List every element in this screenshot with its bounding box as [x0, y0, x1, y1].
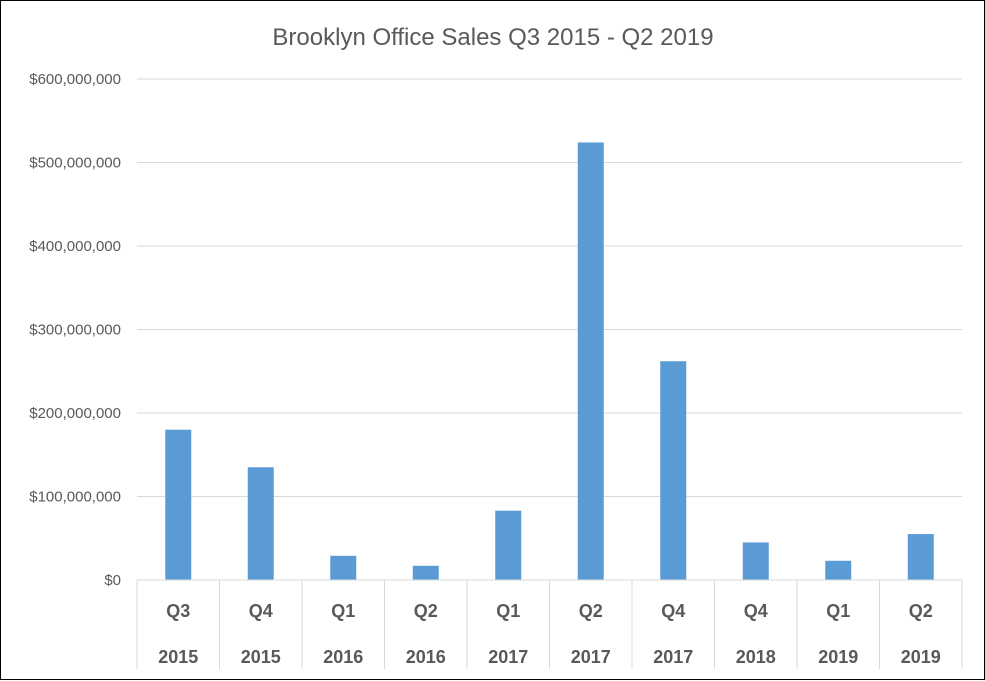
x-year-label: 2017: [488, 647, 528, 667]
x-year-label: 2015: [158, 647, 198, 667]
y-tick-label: $200,000,000: [29, 405, 121, 422]
bars: [165, 142, 934, 580]
bar: [577, 142, 604, 580]
y-tick-label: $600,000,000: [29, 71, 121, 88]
x-year-label: 2019: [818, 647, 858, 667]
x-quarter-label: Q2: [414, 601, 438, 621]
x-axis: Q3 2015 Q4 2015 Q1 2016 Q2 2016 Q1 2017 Q2 2017 Q4 20…: [136, 579, 963, 669]
bar: [412, 565, 439, 580]
x-year-label: 2017: [571, 647, 611, 667]
y-tick-label: $100,000,000: [29, 489, 121, 506]
x-quarter-label: Q3: [166, 601, 190, 621]
bar: [825, 560, 852, 580]
y-axis-tick-labels: $0 $100,000,000 $200,000,000 $300,000,000 $4…: [29, 71, 121, 589]
bar: [660, 361, 687, 580]
x-year-label: 2015: [241, 647, 281, 667]
y-tick-label: $0: [104, 572, 121, 589]
x-quarter-label: Q4: [661, 601, 685, 621]
y-tick-label: $300,000,000: [29, 322, 121, 339]
x-quarter-label: Q1: [331, 601, 355, 621]
x-quarter-label: Q1: [496, 601, 520, 621]
y-tick-label: $500,000,000: [29, 155, 121, 172]
bar: [742, 542, 769, 580]
x-year-label: 2019: [901, 647, 941, 667]
bar: [165, 429, 192, 580]
x-year-label: 2017: [653, 647, 693, 667]
bar: [495, 510, 522, 580]
bar: [907, 534, 934, 580]
x-quarter-label: Q2: [909, 601, 933, 621]
x-quarter-label: Q4: [744, 601, 768, 621]
bar: [330, 555, 357, 580]
x-quarter-label: Q2: [579, 601, 603, 621]
y-tick-label: $400,000,000: [29, 238, 121, 255]
x-quarter-label: Q4: [249, 601, 273, 621]
x-year-label: 2016: [406, 647, 446, 667]
chart-title: Brooklyn Office Sales Q3 2015 - Q2 2019: [272, 24, 713, 51]
x-quarter-label: Q1: [826, 601, 850, 621]
gridlines: [137, 78, 962, 497]
bar: [247, 467, 274, 580]
x-year-label: 2018: [736, 647, 776, 667]
x-year-label: 2016: [323, 647, 363, 667]
